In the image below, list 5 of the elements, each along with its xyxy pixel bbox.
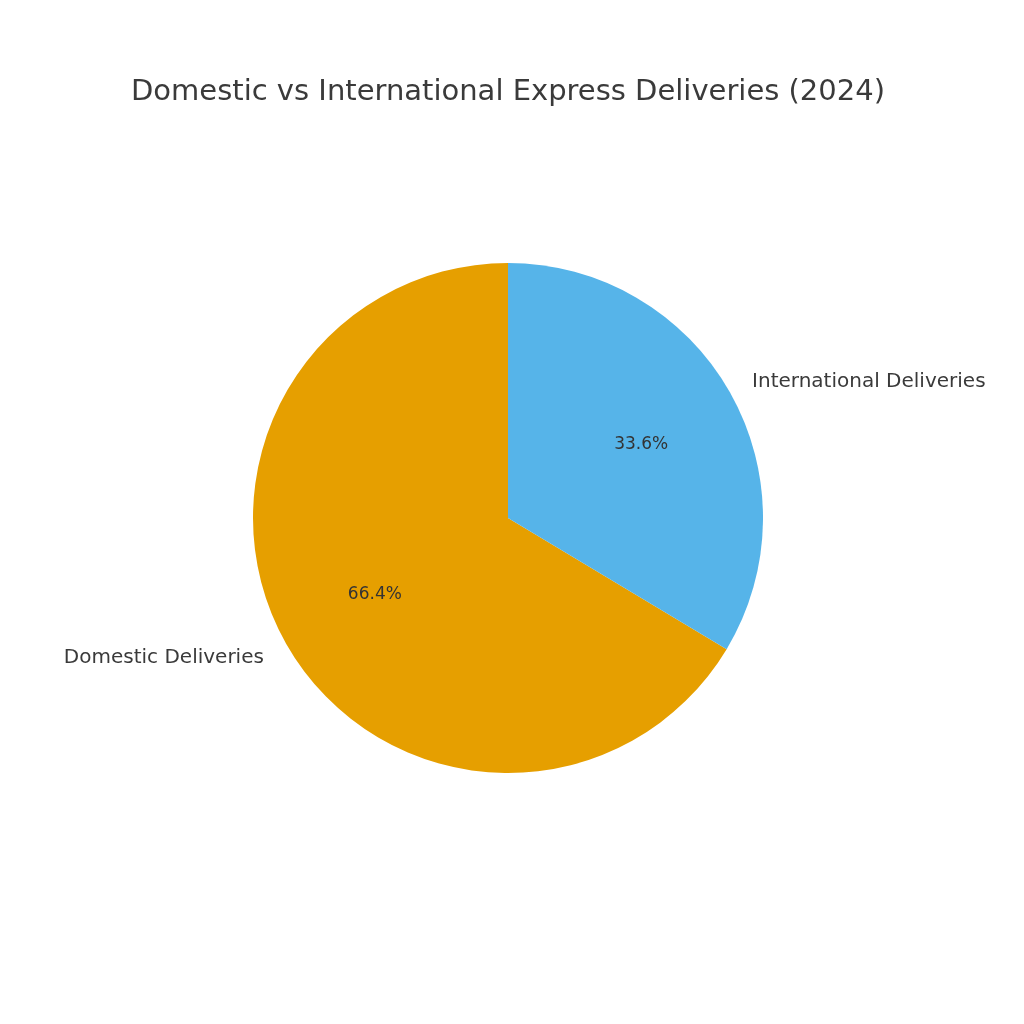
data-label: 66.4%	[347, 583, 402, 604]
data-label: 33.6%	[614, 432, 669, 453]
slice-label: Domestic Deliveries	[63, 644, 264, 669]
chart-title: Domestic vs International Express Deliveries (2024)	[131, 73, 885, 107]
slice-label: International Deliveries	[752, 367, 986, 392]
